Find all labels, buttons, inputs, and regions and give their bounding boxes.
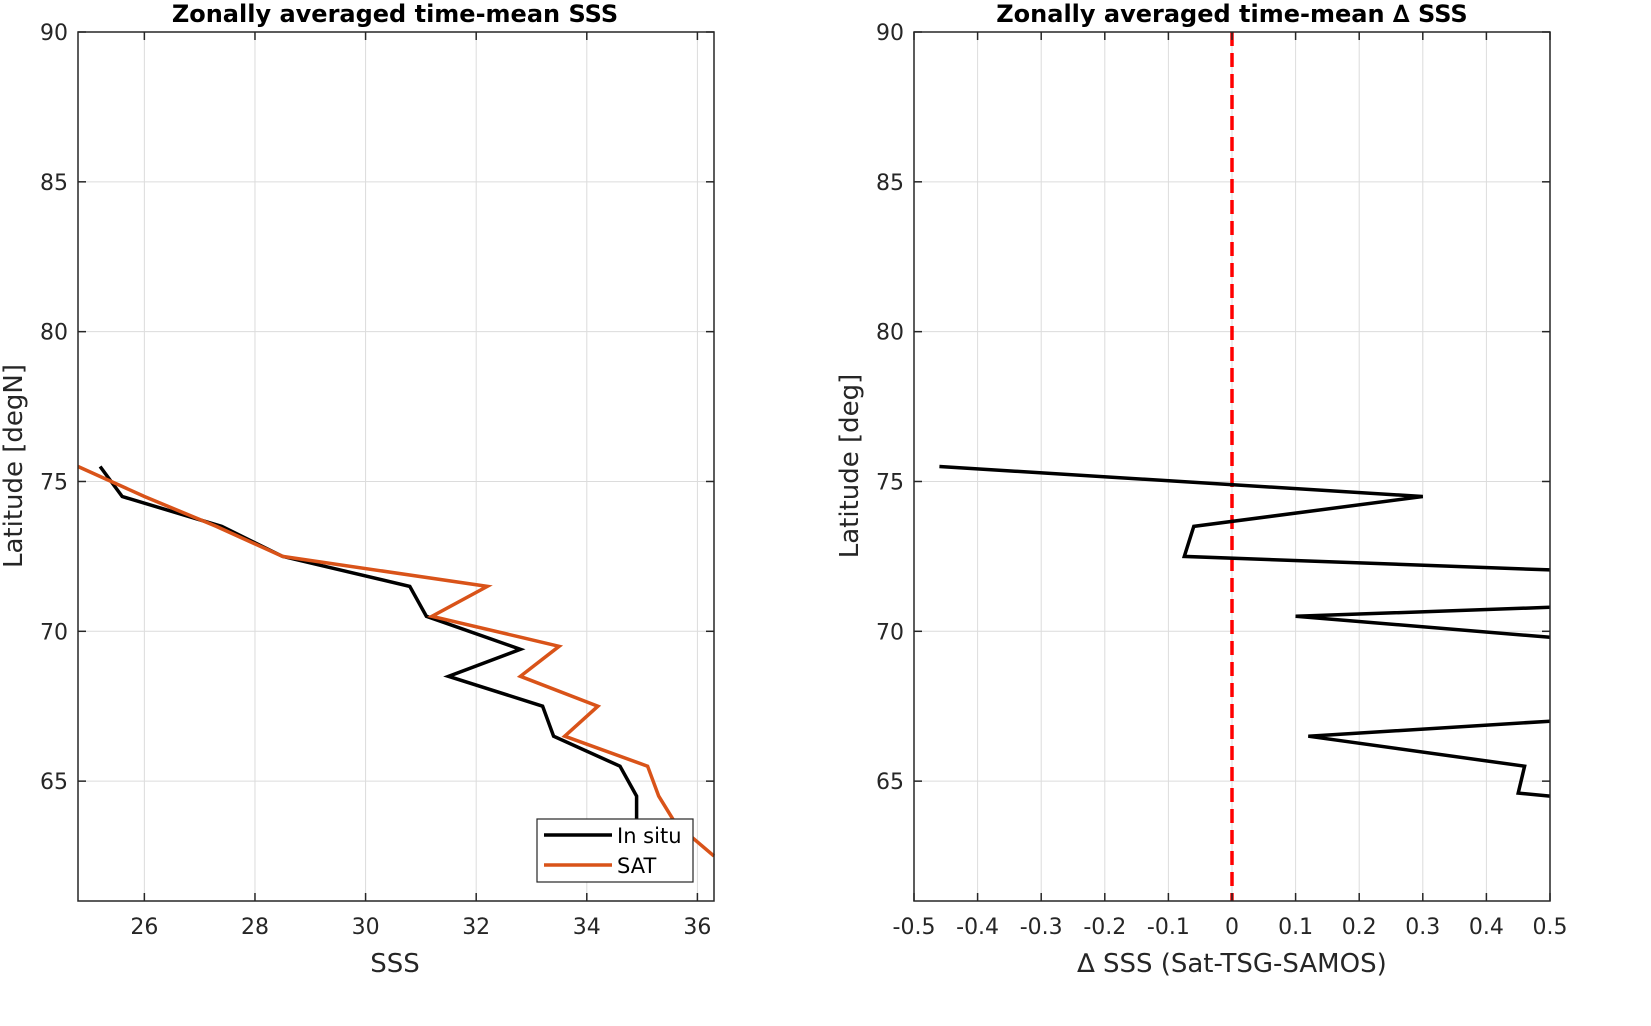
right-series-0-line	[1308, 719, 1551, 798]
right-x-tick-label: -0.5	[893, 915, 936, 940]
right-chart-title: Zonally averaged time-mean ∆ SSS	[996, 0, 1467, 28]
left-in-situ-line	[98, 465, 639, 836]
legend-label-in-situ: In situ	[617, 824, 682, 848]
left-series-group	[77, 464, 716, 858]
left-tick-group: 26 28 30 32 34 36 65 70 75 80 85 90	[40, 21, 714, 940]
left-y-tick-label: 90	[40, 21, 68, 46]
right-y-tick-label: 85	[876, 171, 904, 196]
right-x-tick-label: -0.4	[956, 915, 999, 940]
left-y-tick-label: 85	[40, 171, 68, 196]
legend: In situ SAT	[536, 818, 694, 883]
left-y-axis-label: Latitude [degN]	[0, 364, 29, 568]
left-chart-title: Zonally averaged time-mean SSS	[172, 0, 618, 28]
left-plot-frame	[77, 31, 715, 902]
delta-sss-panel: Zonally averaged time-mean ∆ SSS -0.5 -0.…	[835, 0, 1568, 979]
right-x-tick-label: 0.4	[1469, 915, 1504, 940]
right-x-tick-label: 0	[1225, 915, 1239, 940]
left-x-tick-label: 34	[573, 915, 601, 940]
right-x-tick-label: -0.2	[1083, 915, 1126, 940]
right-x-tick-label: 0.3	[1405, 915, 1440, 940]
legend-box	[536, 818, 694, 883]
left-grid	[78, 31, 714, 901]
left-sat-line	[77, 464, 716, 858]
right-tick-group: -0.5 -0.4 -0.3 -0.2 -0.1 0 0.1 0.2 0.3 0.4 0.5 65 70…	[876, 21, 1568, 940]
right-y-axis-label: Latitude [deg]	[835, 374, 865, 559]
right-x-axis-label: ∆ SSS (Sat-TSG-SAMOS)	[1076, 949, 1386, 979]
left-x-tick-label: 30	[352, 915, 380, 940]
left-y-tick-label: 70	[40, 620, 68, 645]
left-x-tick-label: 28	[241, 915, 269, 940]
right-series-group	[939, 32, 1551, 901]
right-y-tick-label: 75	[876, 470, 904, 495]
right-y-tick-label: 65	[876, 770, 904, 795]
right-x-tick-label: 0.1	[1278, 915, 1313, 940]
left-x-axis-label: SSS	[370, 949, 420, 979]
right-series-0-line	[1295, 605, 1551, 640]
right-x-tick-label: -0.1	[1147, 915, 1190, 940]
right-x-tick-label: 0.2	[1342, 915, 1377, 940]
right-x-tick-label: 0.5	[1533, 915, 1568, 940]
right-series-0-line	[939, 464, 1551, 572]
legend-label-sat: SAT	[617, 854, 656, 878]
right-y-tick-label: 80	[876, 321, 904, 346]
left-x-tick-label: 26	[130, 915, 158, 940]
right-x-tick-label: -0.3	[1020, 915, 1063, 940]
right-y-tick-label: 90	[876, 21, 904, 46]
left-x-tick-label: 36	[683, 915, 711, 940]
left-y-tick-label: 75	[40, 470, 68, 495]
sss-panel: Zonally averaged time-mean SSS 26 28 30 32 3…	[0, 0, 716, 979]
right-y-tick-label: 70	[876, 620, 904, 645]
left-y-tick-label: 65	[40, 770, 68, 795]
left-x-tick-label: 32	[462, 915, 490, 940]
left-y-tick-label: 80	[40, 321, 68, 346]
